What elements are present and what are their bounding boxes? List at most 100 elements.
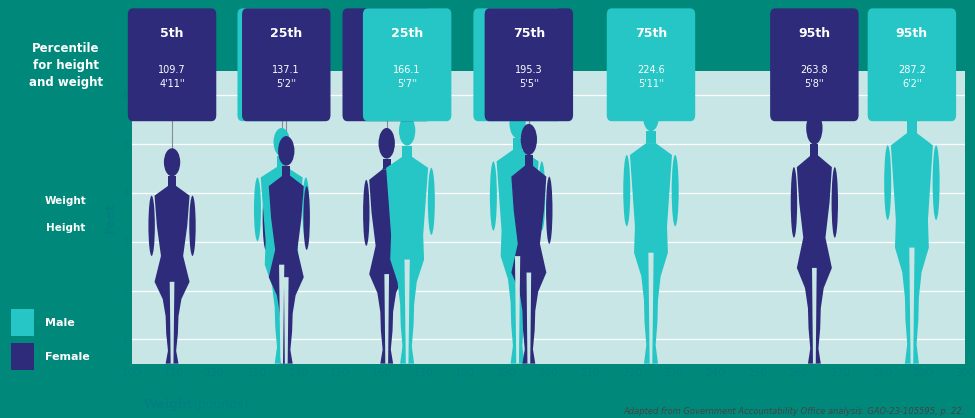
Text: 287.2
6'2'': 287.2 6'2'' [898,65,926,89]
Text: 75th: 75th [513,27,545,40]
Text: 25th: 25th [270,27,302,40]
Polygon shape [277,156,287,167]
Polygon shape [630,143,672,364]
Text: 195.3
5'5'': 195.3 5'5'' [515,65,543,89]
FancyBboxPatch shape [606,8,695,121]
Polygon shape [648,253,653,364]
Polygon shape [284,277,289,364]
Ellipse shape [363,180,370,246]
Ellipse shape [672,155,679,226]
Ellipse shape [521,124,537,155]
Polygon shape [511,166,546,364]
FancyBboxPatch shape [770,8,859,121]
Polygon shape [513,138,523,150]
Ellipse shape [538,161,545,231]
Text: Adapted from Government Accountability Office analysis. GAO-23-105595, p. 22.: Adapted from Government Accountability O… [624,407,965,416]
Text: 50th: 50th [501,27,533,40]
Ellipse shape [806,112,823,145]
Ellipse shape [148,196,155,256]
Polygon shape [260,167,302,364]
Polygon shape [403,145,411,157]
Polygon shape [646,131,655,143]
Ellipse shape [379,168,386,235]
Ellipse shape [884,145,891,220]
Ellipse shape [189,196,196,256]
Ellipse shape [643,99,659,131]
Text: 95th: 95th [896,27,928,40]
Ellipse shape [399,116,415,145]
FancyBboxPatch shape [238,8,326,121]
FancyBboxPatch shape [474,8,562,121]
FancyBboxPatch shape [242,8,331,121]
Ellipse shape [274,128,290,156]
Text: 95th: 95th [799,27,831,40]
Polygon shape [384,274,389,364]
Text: 192.6
5'9'': 192.6 5'9'' [504,65,531,89]
Text: 5th: 5th [270,27,293,40]
Polygon shape [170,282,175,364]
Text: Height: Height [46,223,86,233]
Ellipse shape [509,108,526,138]
Polygon shape [797,156,832,364]
Ellipse shape [278,136,294,166]
Text: 166.1
5'7'': 166.1 5'7'' [393,65,421,89]
Ellipse shape [505,177,512,244]
Ellipse shape [302,178,309,241]
Ellipse shape [623,155,630,226]
Polygon shape [168,176,176,186]
Polygon shape [910,247,915,364]
Text: 109.7
4'11'': 109.7 4'11'' [158,65,186,89]
Text: 263.8
5'8'': 263.8 5'8'' [800,65,828,89]
Ellipse shape [489,161,497,231]
Text: 161.2
5'4'': 161.2 5'4'' [372,65,401,89]
Text: Percentile
for height
and weight: Percentile for height and weight [28,42,103,89]
Text: 50th: 50th [370,27,403,40]
Ellipse shape [303,186,310,250]
Ellipse shape [546,177,553,244]
Polygon shape [891,133,933,364]
Ellipse shape [904,87,920,120]
FancyBboxPatch shape [11,309,34,336]
Polygon shape [810,145,818,156]
Polygon shape [279,265,285,364]
Polygon shape [515,256,521,364]
Ellipse shape [404,180,410,246]
FancyBboxPatch shape [11,343,34,370]
Polygon shape [526,273,531,364]
Ellipse shape [254,178,261,241]
Polygon shape [405,260,410,364]
Ellipse shape [933,145,940,220]
FancyBboxPatch shape [128,8,216,121]
Text: 5th: 5th [160,27,184,40]
Text: 136
5'4'': 136 5'4'' [272,65,292,89]
FancyBboxPatch shape [363,8,451,121]
Polygon shape [282,166,291,176]
Text: (pounds): (pounds) [194,398,250,410]
Text: Weight: Weight [45,196,87,206]
Polygon shape [812,268,817,364]
Ellipse shape [791,167,798,238]
Text: 137.1
5'2'': 137.1 5'2'' [272,65,300,89]
FancyBboxPatch shape [342,8,431,121]
Ellipse shape [378,128,395,158]
Polygon shape [525,155,533,166]
Y-axis label: Feet: Feet [103,202,117,233]
Polygon shape [382,158,391,169]
Polygon shape [907,120,916,133]
Ellipse shape [428,168,435,235]
Text: 224.6
5'11'': 224.6 5'11'' [637,65,665,89]
Text: Male: Male [45,318,74,328]
Text: Weight: Weight [143,398,193,410]
Ellipse shape [832,167,838,238]
Ellipse shape [164,148,180,176]
FancyBboxPatch shape [485,8,573,121]
Polygon shape [386,157,428,364]
Text: 75th: 75th [635,27,667,40]
Polygon shape [155,186,189,364]
Polygon shape [269,176,304,364]
Ellipse shape [262,186,269,250]
Polygon shape [496,150,538,364]
Polygon shape [370,169,405,364]
FancyBboxPatch shape [868,8,956,121]
Text: Female: Female [45,352,90,362]
